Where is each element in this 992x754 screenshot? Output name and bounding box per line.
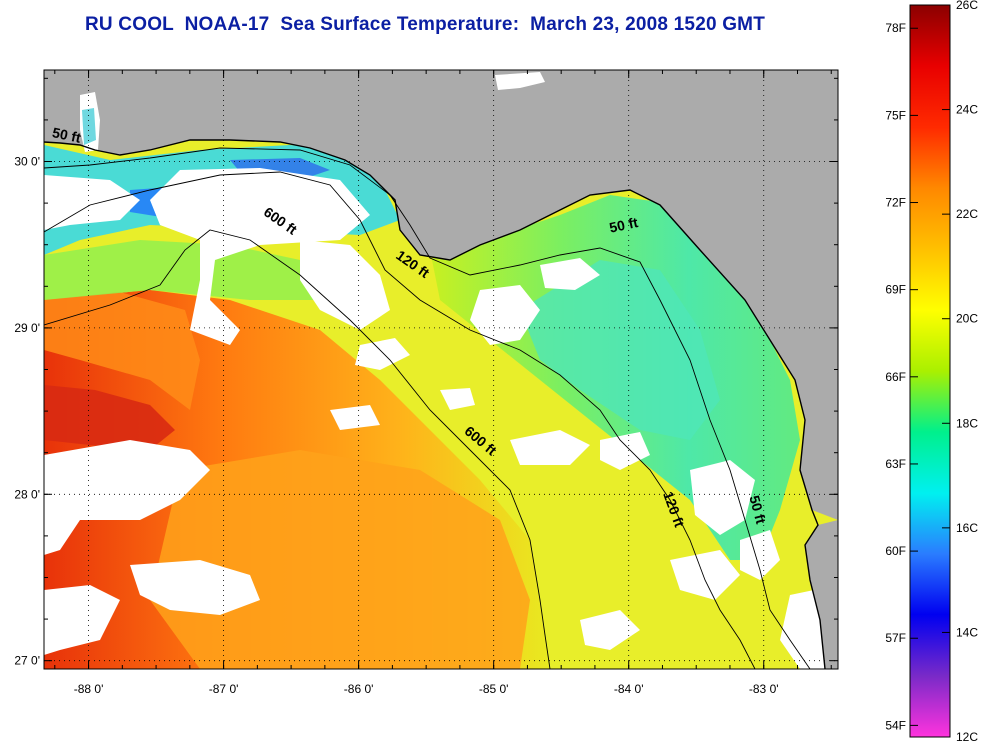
isobath-label: 50 ft [51,124,83,146]
celsius-label: 24C [956,103,978,117]
celsius-label: 12C [956,730,978,744]
fahrenheit-label: 57F [885,631,906,645]
coastline [44,139,826,669]
lat-tick-label: 29 0' [14,321,40,335]
celsius-label: 16C [956,521,978,535]
hot-core [44,385,175,450]
fahrenheit-label: 72F [885,196,906,210]
celsius-label: 20C [956,312,978,326]
temperature-colorbar: 26C 24C 22C 20C 18C 16C 14C 12C 78F 75F 72F 69F 66F 6… [885,0,978,744]
bay-notch-2 [82,108,96,145]
bay-inlet [495,72,545,90]
celsius-label: 14C [956,625,978,639]
lat-tick-label: 28 0' [14,487,40,501]
sst-map: -88 0' -87 0' -86 0' -85 0' -84 0' -83 0' 30 0… [14,69,839,696]
celsius-label: 22C [956,207,978,221]
map-title: RU COOL NOAA-17 Sea Surface Temperature:… [84,14,766,35]
fahrenheit-label: 63F [885,457,906,471]
fahrenheit-label: 66F [885,370,906,384]
isobath-600ft [44,229,551,669]
lon-tick-label: -86 0' [344,682,374,696]
celsius-label: 18C [956,416,978,430]
lon-tick-label: -88 0' [74,682,104,696]
colorbar-ramp [909,4,951,738]
lon-tick-label: -84 0' [614,682,644,696]
isobath-50ft [44,147,811,669]
axis-labels: -88 0' -87 0' -86 0' -85 0' -84 0' -83 0' 30 0… [14,70,838,696]
warm-band [44,292,200,410]
celsius-label: 26C [956,0,978,12]
isobath-label: 50 ft [746,494,769,526]
cloud-cover [44,168,838,669]
fahrenheit-label: 78F [885,21,906,35]
lon-tick-label: -87 0' [209,682,239,696]
isobath-120ft [44,171,756,669]
fahrenheit-label: 69F [885,283,906,297]
lat-tick-label: 30 0' [14,155,40,169]
land-south-tip [805,520,838,669]
lon-tick-label: -85 0' [479,682,509,696]
fahrenheit-label: 54F [885,718,906,732]
teal-zone [44,240,330,300]
lon-tick-label: -83 0' [749,682,779,696]
isobath-lines [44,147,811,669]
colorbar-labels: 26C 24C 22C 20C 18C 16C 14C 12C 78F 75F 72F 69F 66F 6… [885,0,978,744]
fahrenheit-label: 75F [885,108,906,122]
land-mass [44,70,838,520]
shelf-water-cool [520,260,720,440]
warm-south [150,450,530,669]
lat-tick-label: 27 0' [14,654,40,668]
fahrenheit-label: 60F [885,544,906,558]
isobath-label: 50 ft [608,214,640,236]
